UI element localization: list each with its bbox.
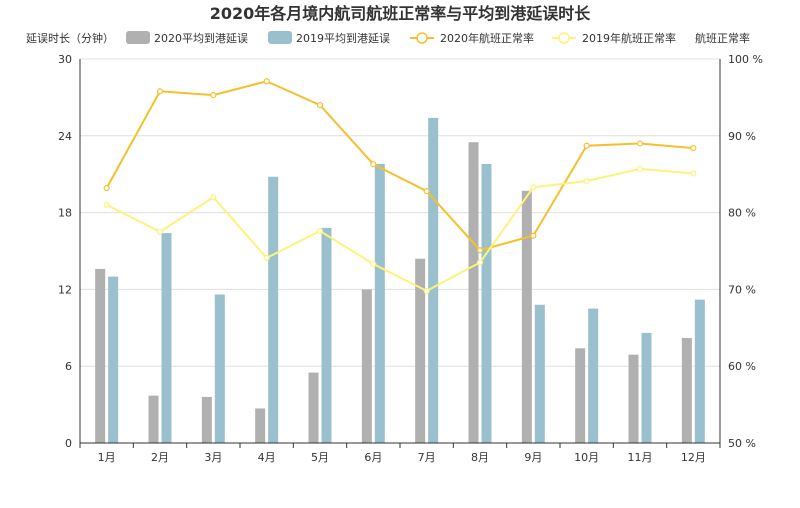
point	[210, 194, 217, 201]
series-line	[106, 167, 694, 293]
point	[583, 142, 590, 149]
point	[263, 78, 270, 85]
bar	[415, 258, 426, 443]
point	[690, 170, 697, 177]
x-tick-label: 5月	[311, 451, 329, 464]
bar	[534, 304, 545, 443]
y-right-tick-label: 80 %	[728, 207, 756, 220]
x-tick-label: 6月	[364, 451, 382, 464]
bar	[108, 276, 119, 443]
bar	[681, 338, 692, 443]
legend-label: 2020平均到港延误	[154, 32, 248, 45]
bar	[588, 308, 599, 443]
bar-series	[95, 117, 705, 443]
point	[476, 259, 484, 266]
bar	[428, 117, 439, 443]
point	[530, 184, 537, 191]
bar	[468, 142, 479, 443]
x-tick-label: 12月	[681, 451, 706, 464]
bar	[694, 299, 705, 443]
x-tick-label: 4月	[258, 451, 276, 464]
bar	[308, 372, 319, 443]
point	[530, 232, 537, 239]
point	[476, 247, 484, 254]
point	[103, 184, 110, 192]
point	[370, 260, 377, 268]
legend-label: 2020年航班正常率	[440, 31, 534, 45]
point	[423, 287, 430, 295]
bar	[361, 289, 372, 443]
bar	[641, 332, 652, 443]
x-tick-label: 10月	[574, 451, 599, 464]
bar	[161, 233, 172, 443]
x-tick-label: 2月	[151, 451, 169, 464]
point	[210, 91, 217, 99]
line-series	[103, 78, 697, 295]
point	[636, 165, 644, 172]
point	[423, 187, 430, 195]
y-left-tick-label: 24	[58, 130, 72, 143]
point	[316, 227, 324, 235]
bar	[148, 395, 159, 443]
right-axis-label: 航班正常率	[695, 31, 750, 45]
y-right-tick-label: 60 %	[728, 360, 756, 373]
y-right-tick-label: 90 %	[728, 130, 756, 143]
point	[156, 228, 164, 235]
left-axis-label: 延误时长（分钟）	[26, 31, 114, 45]
x-tick-label: 8月	[471, 451, 489, 464]
point	[583, 178, 590, 185]
bar	[255, 408, 266, 443]
bar	[268, 176, 279, 443]
legend-line-marker	[416, 32, 428, 44]
y-right-tick-label: 100 %	[728, 53, 763, 66]
bar	[575, 348, 586, 443]
x-tick-label: 7月	[418, 451, 436, 464]
legend[interactable]: 2020平均到港延误 2019平均到港延误 2020年航班正常率 2019年航班正常率	[126, 31, 676, 45]
bar	[481, 163, 492, 443]
bar	[214, 294, 225, 443]
y-left-tick-label: 0	[65, 437, 72, 450]
bar	[321, 227, 332, 443]
bar	[201, 396, 212, 443]
y-left-tick-label: 18	[58, 207, 72, 220]
point	[103, 201, 110, 209]
y-left-tick-label: 12	[58, 283, 72, 296]
x-tick-label: 3月	[204, 451, 222, 464]
point	[316, 101, 324, 109]
y-right-tick-label: 50 %	[728, 437, 756, 450]
bar	[521, 190, 532, 443]
legend-bar-swatch	[126, 31, 150, 44]
x-tick-label: 11月	[628, 451, 653, 464]
point	[156, 88, 164, 95]
x-tick-label: 9月	[524, 451, 542, 464]
point	[690, 144, 697, 152]
legend-label: 2019年航班正常率	[582, 31, 676, 45]
point	[263, 254, 270, 262]
bar	[95, 268, 106, 443]
y-right-tick-label: 70 %	[728, 283, 756, 296]
x-tick-label: 1月	[98, 451, 116, 464]
point	[370, 161, 377, 168]
point	[636, 140, 644, 147]
series-line	[105, 80, 694, 252]
legend-label: 2019平均到港延误	[296, 32, 390, 45]
legend-bar-swatch	[268, 31, 292, 44]
bar	[374, 163, 385, 443]
grid-lines	[80, 58, 720, 444]
y-left-tick-label: 6	[65, 360, 72, 373]
axes: 0 50 % 6 60 % 12 70 % 18 80 % 24 90 % 30 100 % 1月 2月 3…	[58, 53, 763, 464]
bar	[628, 354, 639, 443]
chart-title: 2020年各月境内航司航班正常率与平均到港延误时长	[210, 4, 592, 23]
y-left-tick-label: 30	[58, 53, 72, 66]
legend-line-marker	[558, 32, 570, 44]
